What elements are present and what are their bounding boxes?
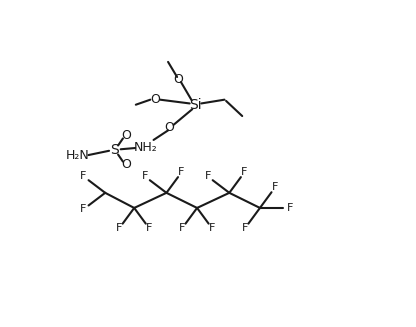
Text: O: O [121,158,131,171]
Text: F: F [209,223,215,233]
Text: F: F [179,223,185,233]
Text: O: O [150,93,160,106]
Text: O: O [165,121,175,134]
Text: F: F [116,223,122,233]
Text: S: S [111,143,119,157]
Text: F: F [272,182,278,192]
Text: F: F [204,171,211,181]
Text: Si: Si [189,98,202,112]
Text: F: F [80,204,87,214]
Text: F: F [242,223,248,233]
Text: F: F [141,171,148,181]
Text: F: F [146,223,153,233]
Text: H₂N: H₂N [66,149,90,162]
Text: F: F [178,167,185,177]
Text: F: F [287,203,293,213]
Text: O: O [121,129,131,142]
Text: NH₂: NH₂ [134,141,157,154]
Text: F: F [80,171,87,181]
Text: F: F [241,167,248,177]
Text: O: O [173,73,183,86]
